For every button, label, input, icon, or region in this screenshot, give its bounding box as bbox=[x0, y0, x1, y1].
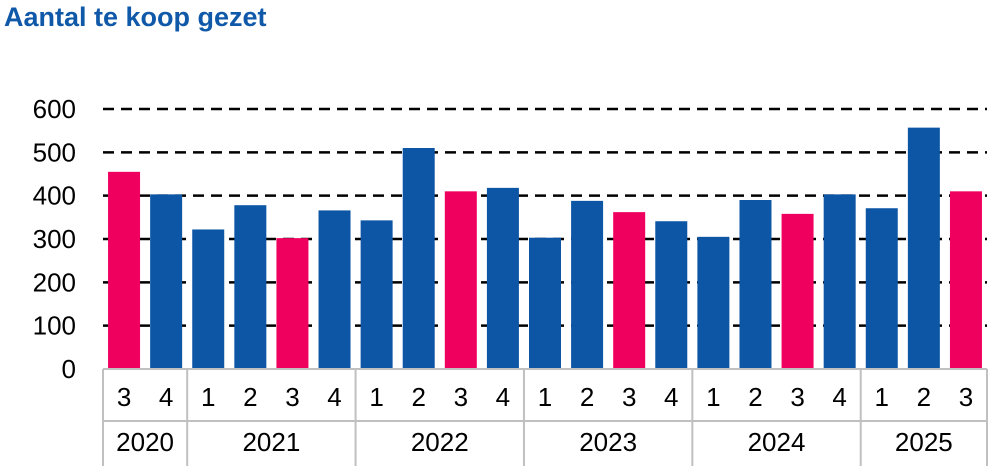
bar bbox=[781, 213, 814, 369]
x-tick-label: 2 bbox=[243, 382, 257, 412]
bar bbox=[865, 208, 898, 369]
bar bbox=[234, 205, 267, 369]
x-tick-label: 3 bbox=[285, 382, 299, 412]
y-tick-label: 600 bbox=[33, 94, 76, 124]
bar bbox=[150, 194, 183, 369]
y-tick-label: 0 bbox=[62, 354, 76, 384]
y-tick-label: 100 bbox=[33, 311, 76, 341]
bar bbox=[949, 191, 982, 369]
y-tick-label: 500 bbox=[33, 137, 76, 167]
bar bbox=[486, 187, 519, 369]
bar bbox=[444, 191, 477, 369]
bar bbox=[613, 212, 646, 369]
x-tick-label: 4 bbox=[664, 382, 678, 412]
x-tick-label: 1 bbox=[369, 382, 383, 412]
x-tick-label: 2 bbox=[917, 382, 931, 412]
bar bbox=[823, 194, 856, 369]
x-tick-label: 4 bbox=[496, 382, 510, 412]
bar bbox=[402, 148, 435, 369]
y-tick-label: 400 bbox=[33, 181, 76, 211]
x-group-label: 2022 bbox=[411, 427, 469, 457]
x-group-label: 2023 bbox=[579, 427, 637, 457]
bar bbox=[276, 238, 309, 369]
bar bbox=[360, 220, 393, 369]
chart-title: Aantal te koop gezet bbox=[4, 2, 267, 32]
x-tick-label: 2 bbox=[748, 382, 762, 412]
x-tick-label: 3 bbox=[959, 382, 973, 412]
bar bbox=[571, 200, 604, 369]
x-tick-label: 3 bbox=[790, 382, 804, 412]
x-tick-label: 4 bbox=[159, 382, 173, 412]
bar bbox=[739, 200, 772, 369]
bar bbox=[697, 236, 730, 369]
x-tick-label: 1 bbox=[538, 382, 552, 412]
x-tick-label: 2 bbox=[411, 382, 425, 412]
bar bbox=[108, 171, 141, 369]
x-group-label: 2024 bbox=[748, 427, 806, 457]
x-group-label: 2020 bbox=[116, 427, 174, 457]
x-tick-label: 2 bbox=[580, 382, 594, 412]
x-tick-label: 3 bbox=[454, 382, 468, 412]
x-tick-label: 4 bbox=[327, 382, 341, 412]
x-tick-label: 1 bbox=[875, 382, 889, 412]
x-tick-label: 3 bbox=[117, 382, 131, 412]
y-tick-label: 200 bbox=[33, 267, 76, 297]
x-tick-label: 1 bbox=[201, 382, 215, 412]
x-group-label: 2021 bbox=[242, 427, 300, 457]
x-tick-label: 4 bbox=[832, 382, 846, 412]
bar bbox=[192, 229, 225, 369]
bar bbox=[907, 127, 940, 369]
bar bbox=[318, 210, 351, 369]
x-group-label: 2025 bbox=[895, 427, 953, 457]
x-tick-label: 3 bbox=[622, 382, 636, 412]
bar bbox=[655, 221, 688, 369]
bar bbox=[529, 237, 561, 369]
x-tick-label: 1 bbox=[706, 382, 720, 412]
y-tick-label: 300 bbox=[33, 224, 76, 254]
